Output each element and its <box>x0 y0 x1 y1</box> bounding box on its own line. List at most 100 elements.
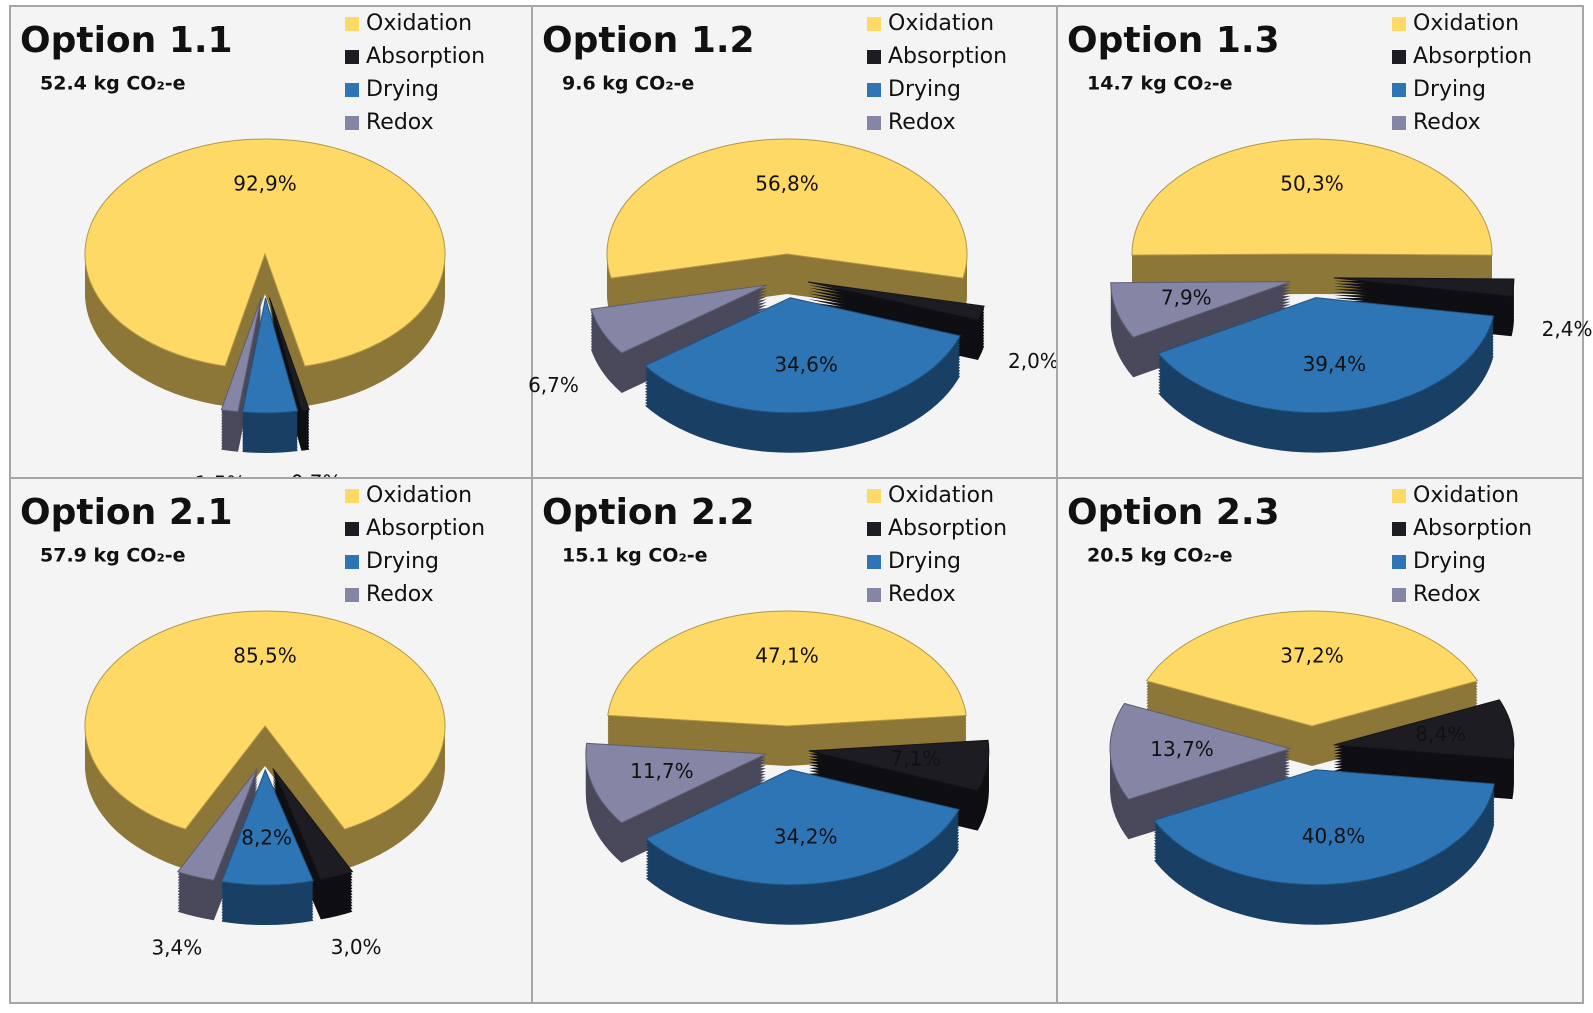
legend-swatch <box>345 83 359 97</box>
data-label: 7,1% <box>890 746 941 770</box>
legend-swatch <box>1392 116 1406 130</box>
legend-label: Oxidation <box>366 483 472 508</box>
legend-label: Oxidation <box>888 11 994 36</box>
legend-label: Drying <box>888 77 961 102</box>
legend-swatch <box>867 489 881 503</box>
legend-swatch <box>867 17 881 31</box>
data-label: 37,2% <box>1280 644 1344 668</box>
data-label: 7,9% <box>1161 286 1212 310</box>
legend-label: Absorption <box>888 516 1007 541</box>
data-label: 3,4% <box>151 936 202 960</box>
legend-swatch <box>345 555 359 569</box>
legend-swatch <box>1392 522 1406 536</box>
legend-swatch <box>1392 17 1406 31</box>
legend-label: Absorption <box>888 44 1007 69</box>
legend-swatch <box>867 50 881 64</box>
legend-swatch <box>867 555 881 569</box>
slice-side <box>808 290 985 329</box>
legend-label: Oxidation <box>366 11 472 36</box>
legend-label: Drying <box>1413 77 1486 102</box>
data-label: 8,4% <box>1415 722 1466 746</box>
chart-subtitle: 9.6 kg CO₂-e <box>562 73 694 95</box>
legend-swatch <box>345 50 359 64</box>
legend-swatch <box>345 116 359 130</box>
slice <box>241 297 299 414</box>
legend-label: Redox <box>888 110 956 135</box>
chart-title: Option 1.1 <box>20 20 233 61</box>
data-label: 8,2% <box>241 825 292 849</box>
slice <box>220 768 314 886</box>
slice <box>176 768 258 881</box>
data-label: 2,4% <box>1542 317 1593 341</box>
data-label: 39,4% <box>1303 352 1367 376</box>
slice <box>1110 281 1291 338</box>
data-label: 56,8% <box>755 172 819 196</box>
legend-swatch <box>345 588 359 602</box>
slice-side <box>808 299 985 338</box>
data-label: 2,0% <box>1008 349 1059 373</box>
slice-side <box>808 293 985 332</box>
legend-swatch <box>345 489 359 503</box>
slice <box>1333 699 1515 760</box>
legend-label: Drying <box>366 77 439 102</box>
slice <box>1131 138 1493 256</box>
chart-title: Option 1.2 <box>542 20 755 61</box>
legend-swatch <box>867 116 881 130</box>
legend-label: Redox <box>366 582 434 607</box>
legend-swatch <box>1392 588 1406 602</box>
slice <box>84 610 446 830</box>
legend-label: Drying <box>366 549 439 574</box>
legend-swatch <box>867 588 881 602</box>
legend-swatch <box>867 522 881 536</box>
legend-label: Absorption <box>366 44 485 69</box>
data-label: 40,8% <box>1302 824 1366 848</box>
slice <box>585 742 767 824</box>
legend-label: Drying <box>888 549 961 574</box>
legend-swatch <box>1392 83 1406 97</box>
legend-label: Oxidation <box>1413 483 1519 508</box>
legend-swatch <box>345 522 359 536</box>
slice <box>645 769 960 886</box>
legend-label: Redox <box>888 582 956 607</box>
chart-subtitle: 57.9 kg CO₂-e <box>40 545 186 567</box>
data-label: 47,1% <box>755 644 819 668</box>
data-label: 34,2% <box>774 825 838 849</box>
data-label: 13,7% <box>1150 737 1214 761</box>
legend-label: Oxidation <box>1413 11 1519 36</box>
legend-label: Redox <box>1413 582 1481 607</box>
slice <box>1109 702 1292 800</box>
slice <box>272 768 354 880</box>
legend-swatch <box>867 83 881 97</box>
data-label: 92,9% <box>233 172 297 196</box>
slice <box>220 297 262 413</box>
legend-label: Absorption <box>1413 44 1532 69</box>
data-label: 50,3% <box>1280 172 1344 196</box>
data-label: 34,6% <box>774 353 838 377</box>
data-label: 6,7% <box>528 373 579 397</box>
slice <box>1157 297 1495 414</box>
slice <box>644 297 961 414</box>
slice-side <box>808 284 985 323</box>
slice <box>268 297 310 412</box>
chart-subtitle: 14.7 kg CO₂-e <box>1087 73 1233 95</box>
slice <box>84 138 446 367</box>
legend-swatch <box>1392 555 1406 569</box>
slice <box>590 284 768 354</box>
legend-label: Absorption <box>1413 516 1532 541</box>
slice <box>606 138 968 279</box>
chart-subtitle: 20.5 kg CO₂-e <box>1087 545 1233 567</box>
chart-subtitle: 15.1 kg CO₂-e <box>562 545 708 567</box>
legend-swatch <box>1392 489 1406 503</box>
legend-swatch <box>1392 50 1406 64</box>
legend-swatch <box>345 17 359 31</box>
chart-title: Option 2.3 <box>1067 492 1280 533</box>
legend-label: Drying <box>1413 549 1486 574</box>
data-label: 3,0% <box>331 935 382 959</box>
slice <box>1153 769 1495 886</box>
legend-label: Absorption <box>366 516 485 541</box>
data-label: 11,7% <box>630 759 694 783</box>
slice <box>1145 610 1479 727</box>
data-label: 85,5% <box>233 644 297 668</box>
chart-title: Option 2.1 <box>20 492 233 533</box>
